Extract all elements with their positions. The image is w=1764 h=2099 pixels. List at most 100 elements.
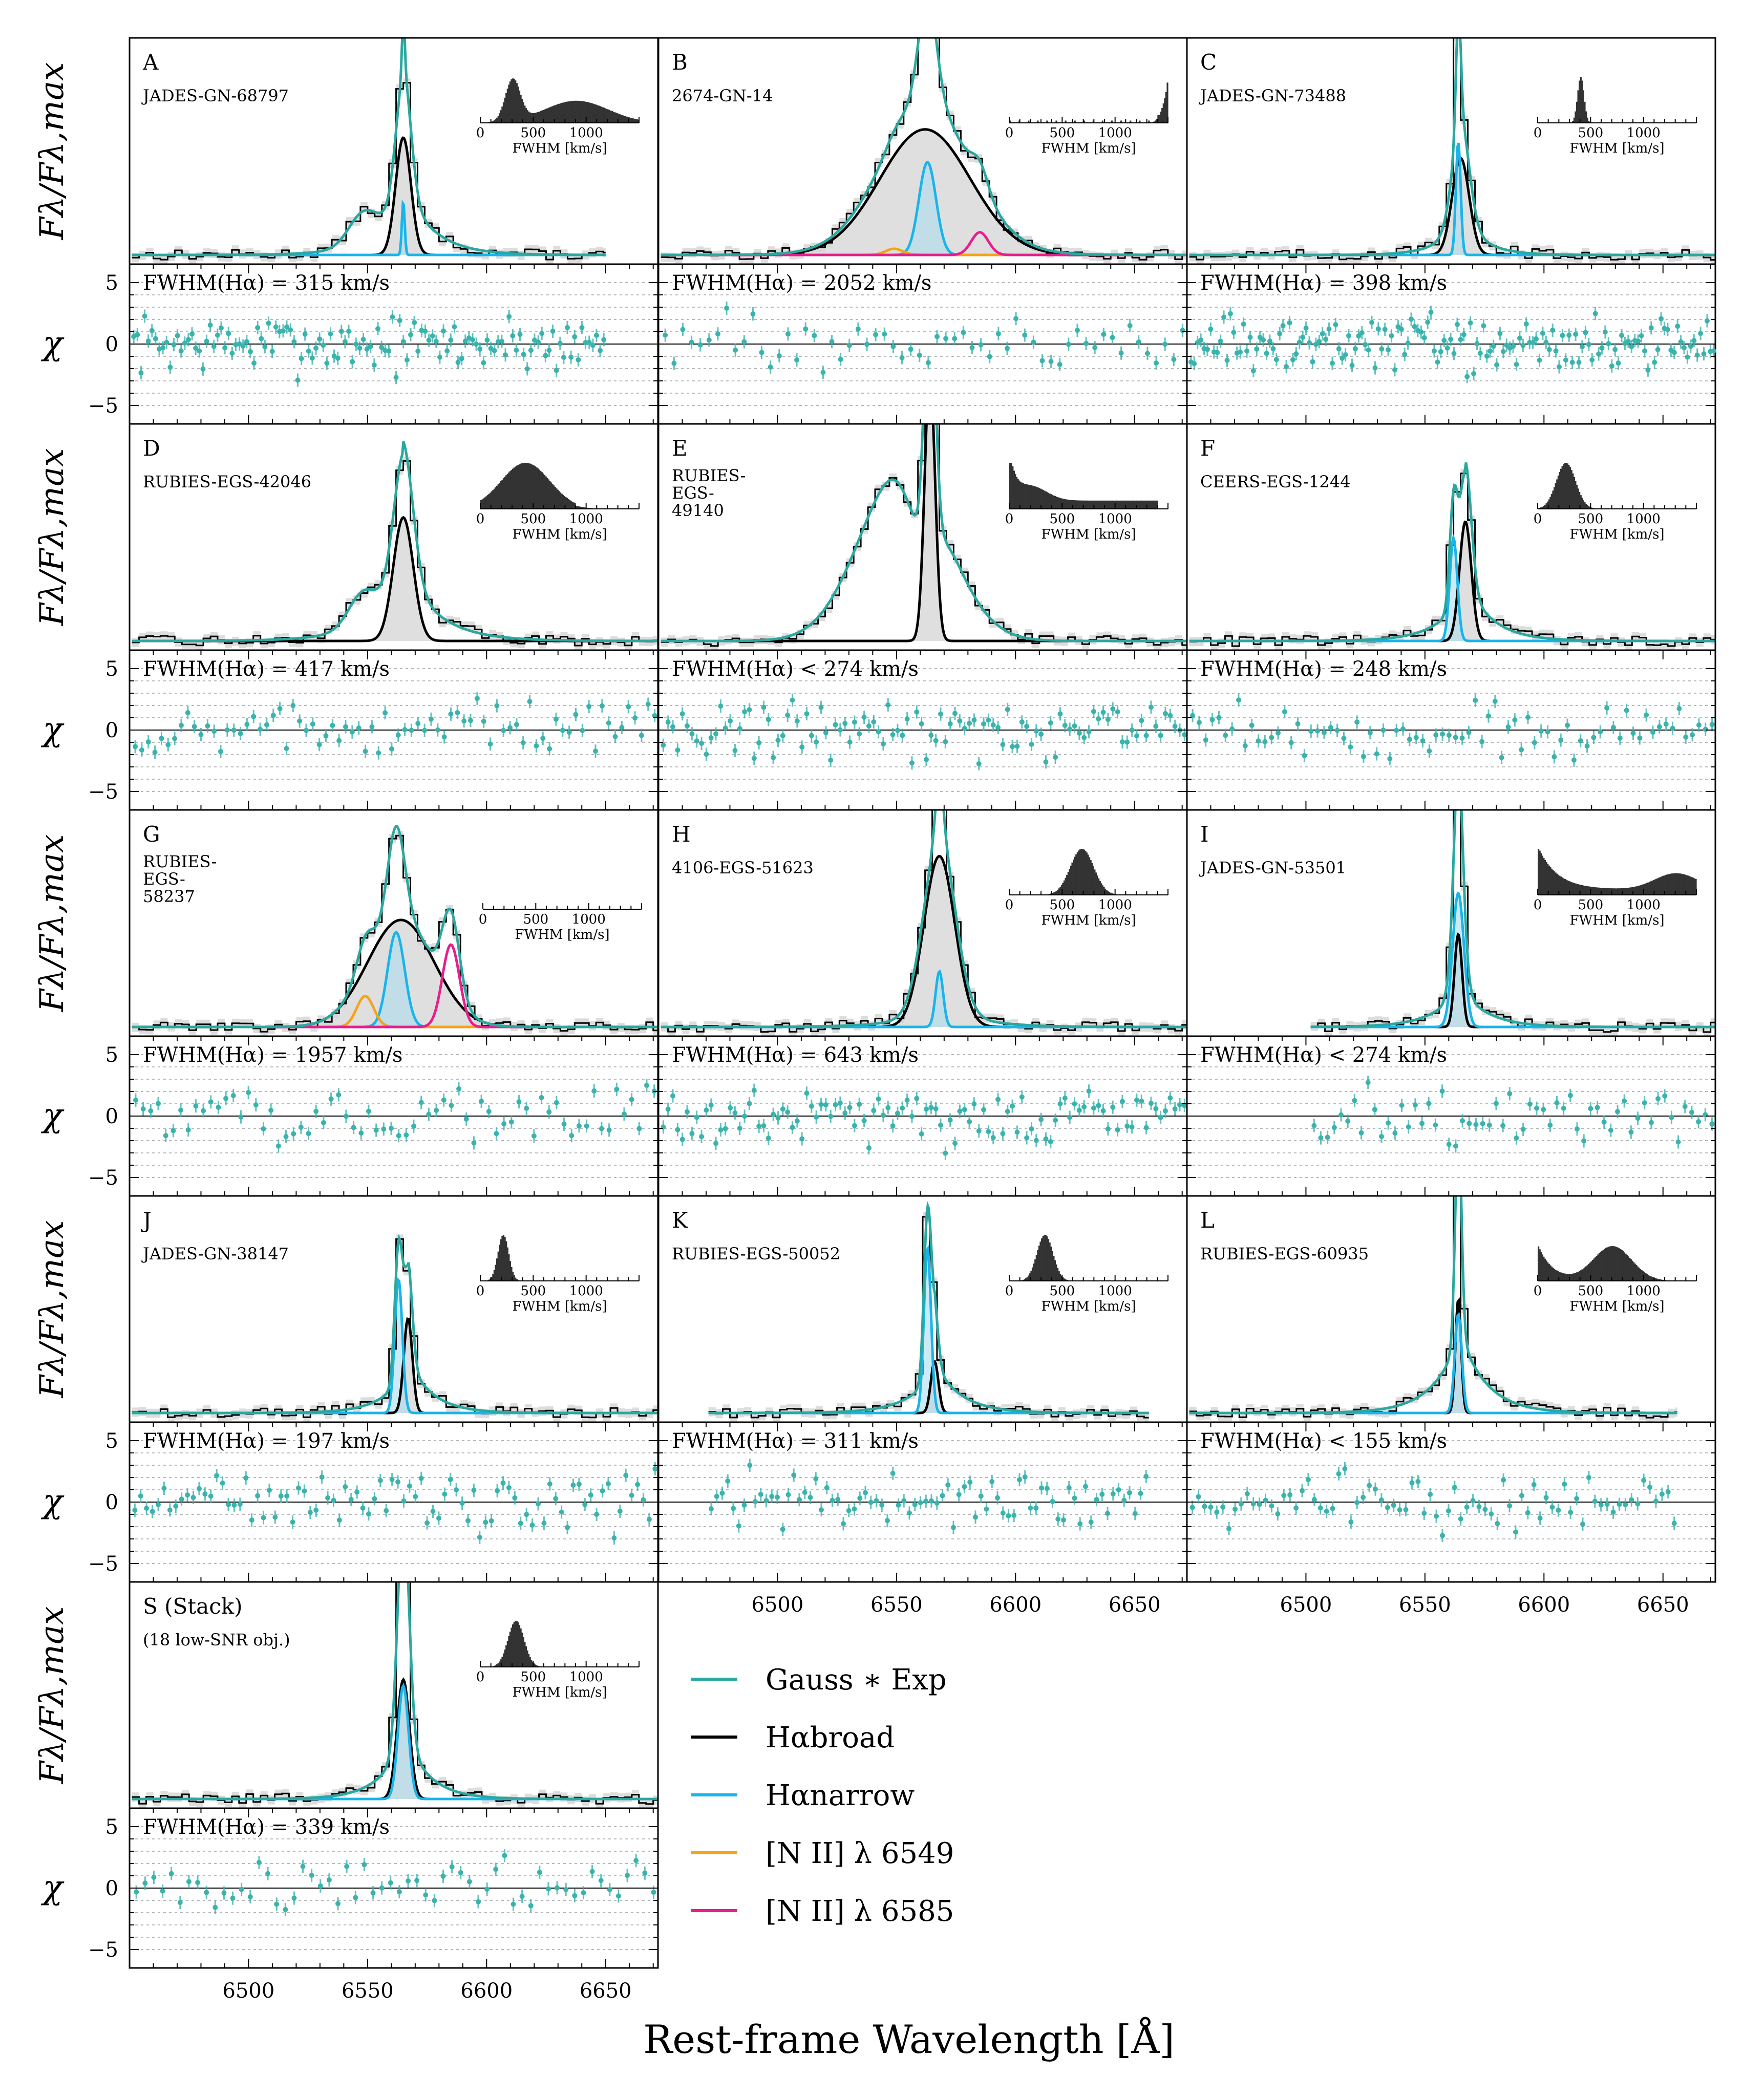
- inset-bar: [513, 467, 515, 509]
- inset-bar: [532, 464, 534, 509]
- residual-point: [313, 1108, 319, 1114]
- inset-bar: [1629, 1257, 1631, 1281]
- inset-bar: [1096, 875, 1098, 895]
- inset-bar: [1589, 1262, 1591, 1281]
- residual-point: [989, 1479, 995, 1484]
- residual-point: [576, 1123, 582, 1129]
- inset-bar: [550, 482, 552, 509]
- residual-point: [195, 1880, 201, 1886]
- residual-point: [573, 712, 579, 717]
- residual-point: [404, 357, 410, 363]
- residual-point: [611, 1535, 617, 1541]
- inset-xlabel: FWHM [km/s]: [512, 1685, 607, 1700]
- residual-point: [882, 331, 887, 337]
- object-name: 2674-GN-14: [672, 86, 773, 105]
- inset-bar: [1046, 1236, 1048, 1281]
- residual-point: [984, 1506, 989, 1512]
- inset-bar: [1543, 858, 1545, 895]
- inset-bar: [1070, 500, 1072, 509]
- residual-point: [1148, 704, 1154, 710]
- residual-point: [1110, 1491, 1116, 1497]
- inset-bar: [1622, 888, 1624, 895]
- residual-point: [1458, 337, 1463, 342]
- inset-bar: [1545, 503, 1547, 509]
- residual-point: [1062, 1096, 1068, 1101]
- residual-point: [269, 349, 275, 354]
- residual-point: [572, 1893, 578, 1898]
- residual-point: [1148, 1101, 1154, 1106]
- residual-point: [1537, 357, 1542, 363]
- inset-bar: [1101, 500, 1103, 509]
- residual-point: [933, 1106, 939, 1111]
- inset-bar: [1111, 500, 1113, 509]
- inset-bar: [1098, 878, 1100, 895]
- inset-bar: [549, 107, 551, 123]
- residual-point: [150, 1509, 155, 1514]
- inset-bar: [1125, 500, 1128, 509]
- inset-bar: [594, 104, 596, 123]
- residual-point: [1043, 759, 1049, 765]
- inset-bar: [1550, 1266, 1553, 1281]
- residual-point: [202, 1491, 208, 1497]
- inset-bar: [1101, 885, 1103, 895]
- residual-point: [395, 732, 401, 738]
- residual-point: [173, 1504, 179, 1509]
- residual-point: [1270, 346, 1276, 352]
- residual-point: [441, 1097, 447, 1103]
- inset-bar: [518, 464, 521, 509]
- residual-point: [1525, 1510, 1531, 1515]
- inset-tick-label: 1000: [1098, 125, 1132, 141]
- inset-bar: [1683, 874, 1685, 895]
- residual-point: [1297, 339, 1302, 345]
- inset-bar: [488, 1279, 490, 1281]
- residual-point: [833, 722, 838, 727]
- residual-point: [1282, 709, 1287, 715]
- residual-point: [1571, 757, 1577, 763]
- residual-point: [1617, 1502, 1622, 1507]
- inset-tick-label: 500: [521, 511, 546, 527]
- residual-point: [641, 1497, 646, 1503]
- inset-bar: [520, 95, 522, 123]
- x-axis-label: Rest-frame Wavelength [Å]: [643, 2016, 1175, 2062]
- x-tick-label: 6650: [1637, 1593, 1689, 1617]
- inset-bar: [1039, 1241, 1042, 1281]
- residual-point: [780, 1106, 785, 1112]
- inset-bar: [1544, 860, 1546, 895]
- inset-bar: [1582, 885, 1584, 895]
- residual-point: [1532, 740, 1537, 745]
- residual-point: [1172, 1106, 1178, 1111]
- residual-point: [1507, 1503, 1513, 1509]
- residual-point: [1333, 322, 1338, 328]
- chi-tick-label: −5: [88, 394, 118, 418]
- residual-point: [1639, 333, 1644, 338]
- residual-point: [309, 355, 315, 361]
- residual-point: [1124, 1123, 1130, 1129]
- residual-point: [200, 366, 206, 372]
- residual-point: [1647, 1485, 1653, 1490]
- residual-point: [270, 713, 276, 718]
- inset-bar: [1579, 80, 1581, 123]
- inset-bar: [1087, 854, 1089, 895]
- chi-ylabel: χ: [41, 1869, 65, 1907]
- residual-point: [846, 342, 852, 348]
- residual-point: [134, 1889, 139, 1895]
- residual-point: [295, 1485, 301, 1491]
- inset-bar: [1675, 873, 1677, 895]
- residual-point: [336, 738, 342, 743]
- residual-point: [1325, 1134, 1330, 1140]
- residual-point: [474, 696, 480, 701]
- inset-bar: [626, 116, 628, 123]
- inset-bar: [521, 1632, 523, 1667]
- residual-point: [1356, 333, 1362, 339]
- residual-point: [434, 1107, 439, 1113]
- residual-point: [560, 727, 565, 733]
- inset-bar: [1041, 489, 1043, 509]
- residual-point: [1367, 1483, 1372, 1488]
- inset-bar: [1549, 497, 1552, 509]
- residual-point: [448, 1476, 453, 1482]
- residual-point: [742, 1113, 748, 1119]
- residual-point: [1592, 311, 1598, 316]
- residual-point: [895, 727, 900, 733]
- inset-bar: [524, 1641, 526, 1667]
